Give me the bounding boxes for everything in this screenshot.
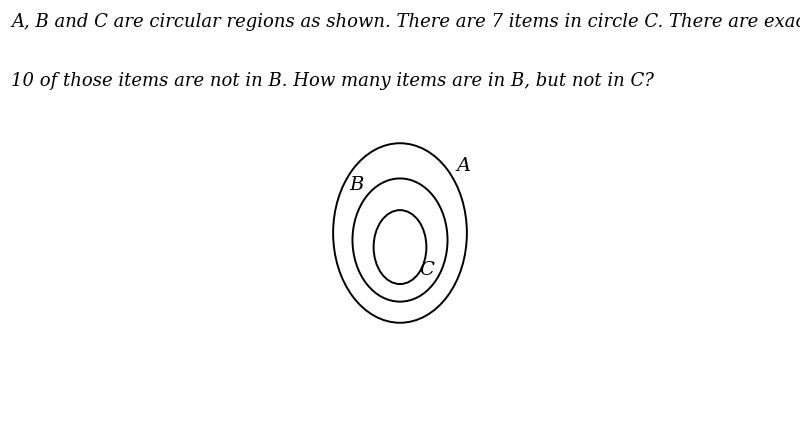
Text: B: B — [349, 176, 363, 195]
Text: A, B and C are circular regions as shown. There are 7 items in circle C. There a: A, B and C are circular regions as shown… — [11, 13, 800, 31]
Text: A: A — [456, 157, 470, 175]
Text: 10 of those items are not in B. How many items are in B, but not in C?: 10 of those items are not in B. How many… — [11, 72, 654, 90]
Text: C: C — [419, 261, 434, 279]
